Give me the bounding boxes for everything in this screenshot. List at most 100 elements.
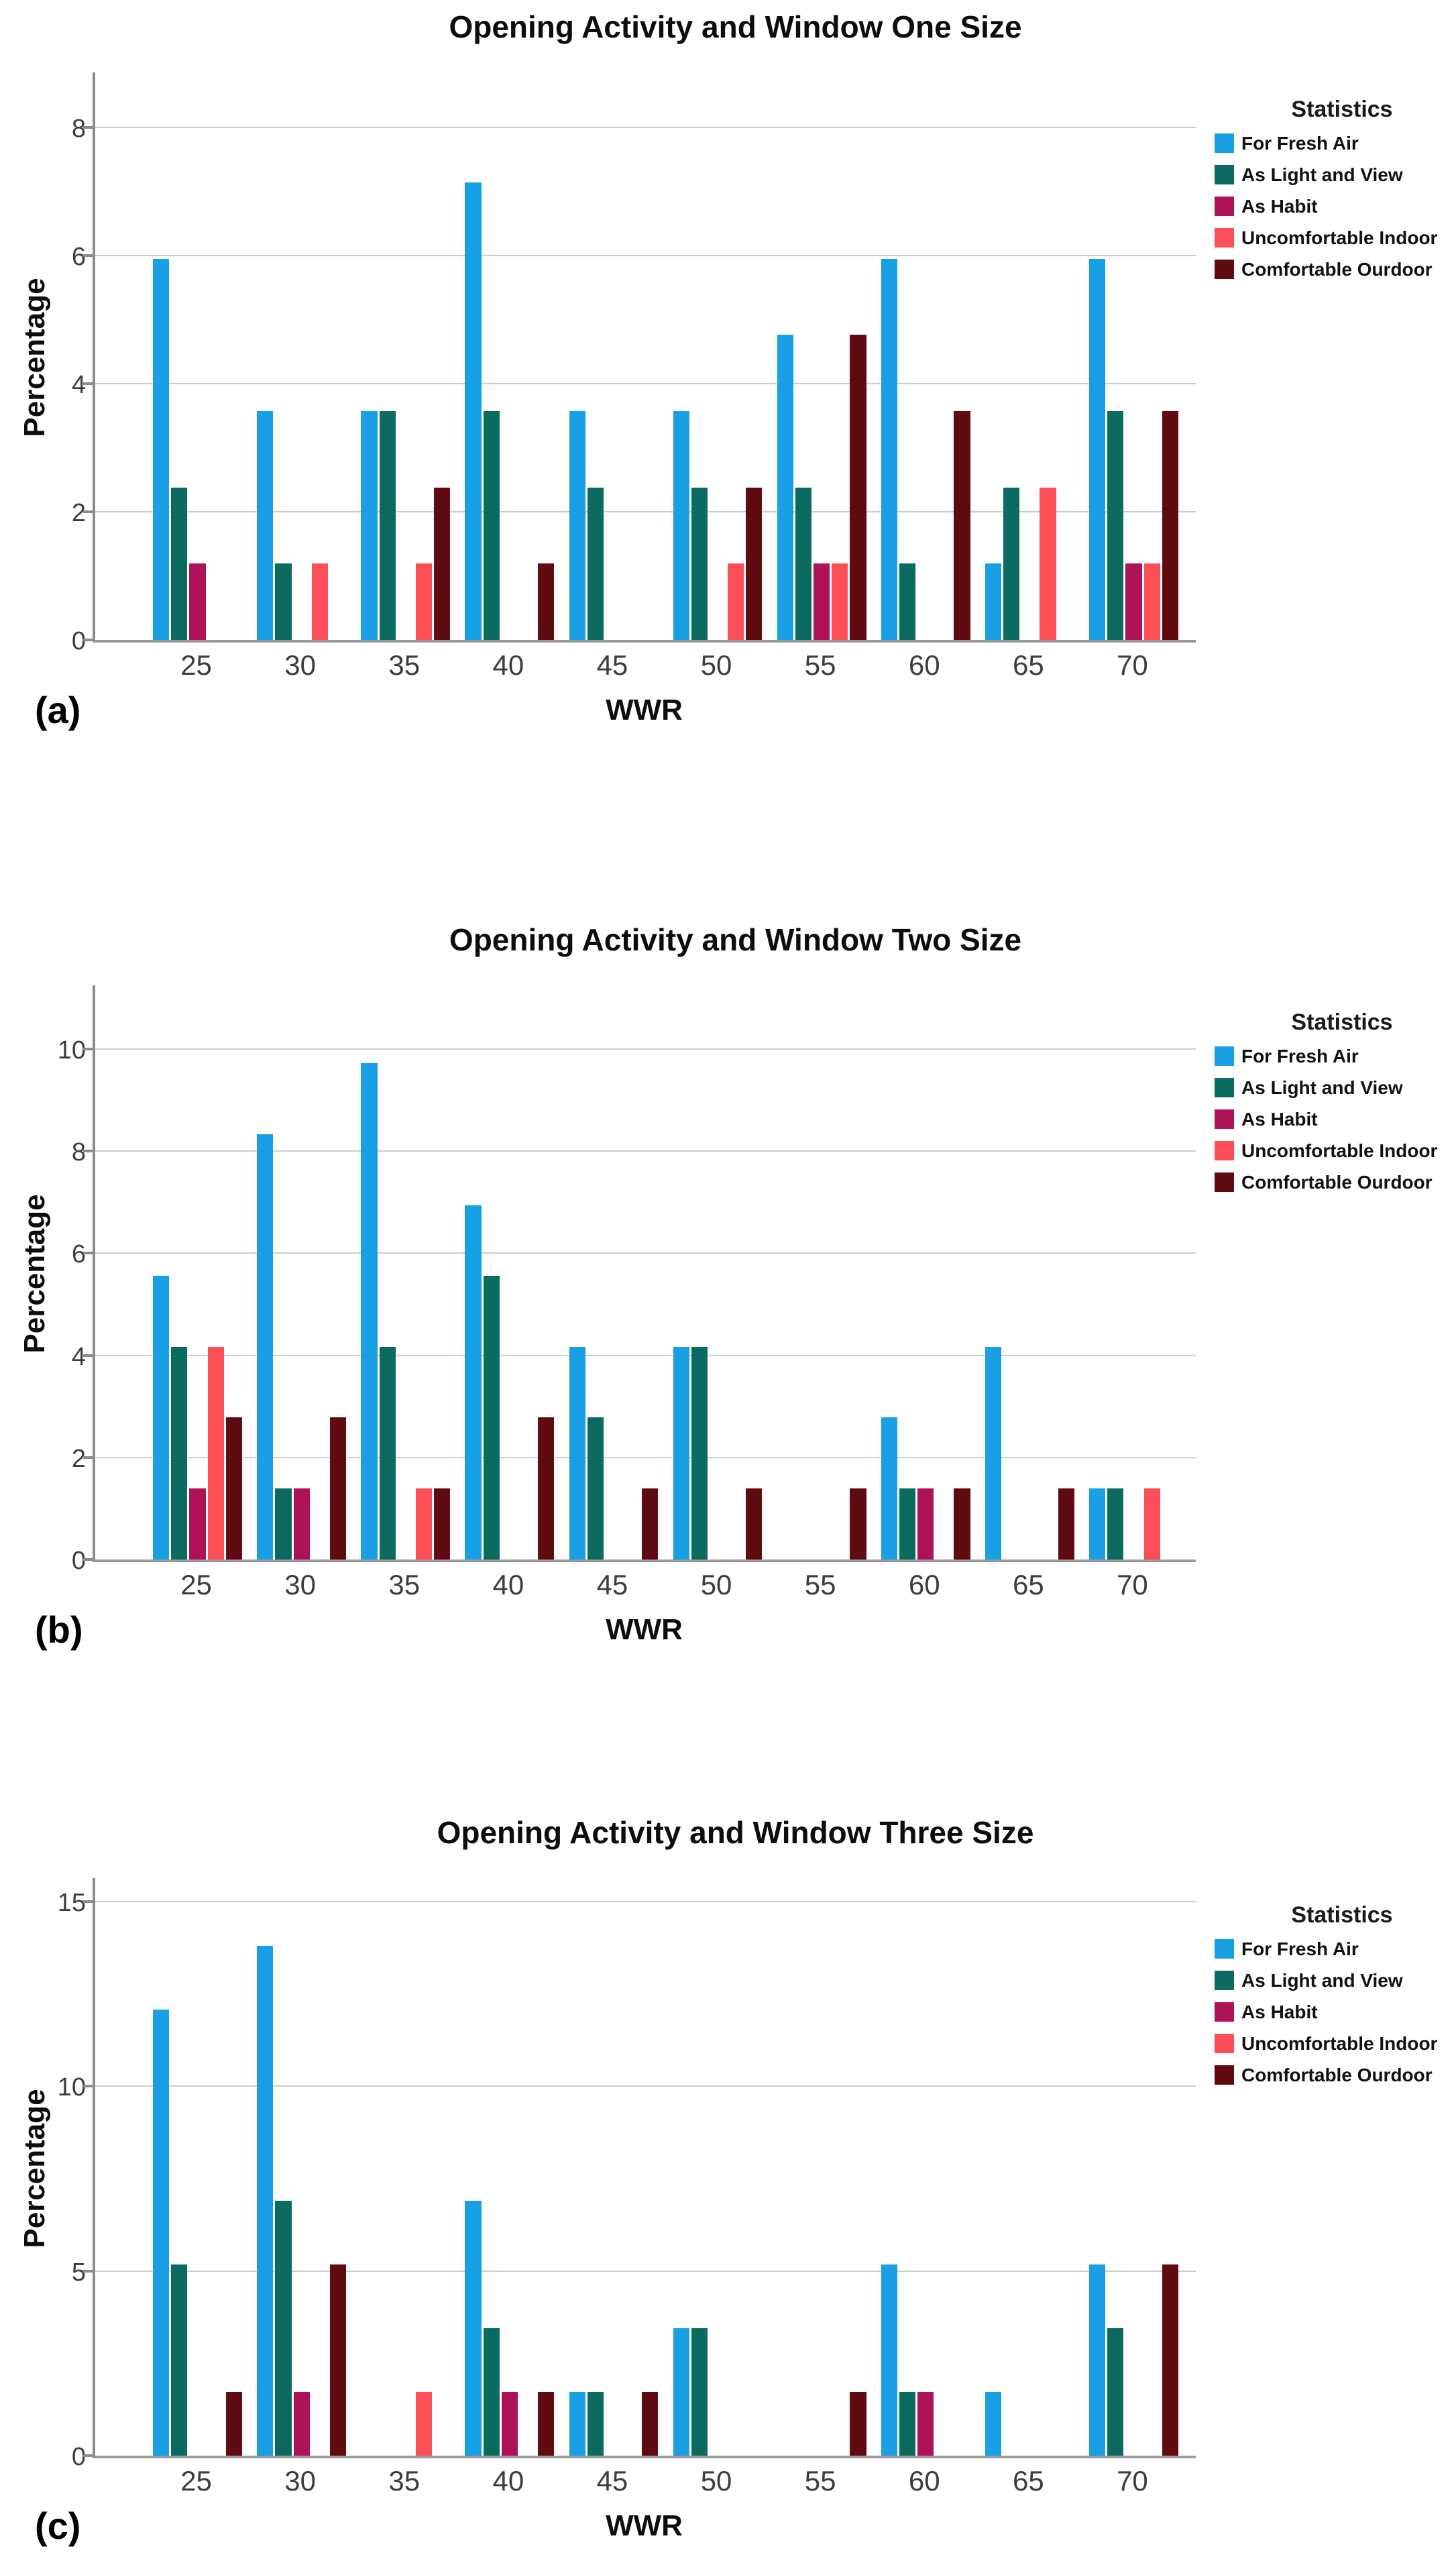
gridline-y-4 bbox=[95, 382, 1196, 384]
gridline-y-6 bbox=[95, 254, 1196, 256]
bar-70-uncomfortable-indoor bbox=[1143, 563, 1160, 640]
bar-35-uncomfortable-indoor bbox=[415, 563, 432, 640]
legend-item-comfortable-ourdoor: Comfortable Ourdoor bbox=[1215, 1172, 1456, 1192]
y-tick-label-0: 0 bbox=[71, 1547, 86, 1575]
y-tick-label-4: 4 bbox=[71, 370, 86, 399]
panel-label: (c) bbox=[35, 2505, 81, 2547]
plot-row: Percentage 0 5 10 15 25 30 35 40 45 50 55 60 65 70 (… bbox=[15, 1878, 1456, 2552]
bar-50-for-fresh-air bbox=[673, 2328, 689, 2456]
y-tick-label-5: 5 bbox=[71, 2258, 86, 2287]
legend-item-as-light-and-view: As Light and View bbox=[1215, 1971, 1456, 1990]
bar-35-uncomfortable-indoor bbox=[415, 2392, 432, 2456]
legend-label-for-fresh-air: For Fresh Air bbox=[1241, 1046, 1359, 1067]
legend-swatch-as-habit bbox=[1215, 197, 1234, 216]
legend-item-for-fresh-air: For Fresh Air bbox=[1215, 1046, 1456, 1066]
bar-25-as-light-and-view bbox=[171, 487, 188, 640]
legend-items: For Fresh Air As Light and View As Habit Un… bbox=[1215, 133, 1456, 279]
bar-30-as-light-and-view bbox=[275, 2200, 292, 2456]
bar-40-as-light-and-view bbox=[483, 2328, 500, 2456]
bar-70-comfortable-ourdoor bbox=[1162, 411, 1178, 640]
x-tick-label-65: 65 bbox=[1012, 1569, 1044, 1600]
legend-label-uncomfortable-indoor: Uncomfortable Indoor bbox=[1241, 227, 1438, 248]
bar-70-for-fresh-air bbox=[1089, 258, 1106, 640]
bar-55-comfortable-ourdoor bbox=[850, 335, 866, 640]
y-tick-label-10: 10 bbox=[57, 2073, 86, 2102]
legend-swatch-comfortable-ourdoor bbox=[1215, 1172, 1234, 1192]
legend-title: Statistics bbox=[1291, 1009, 1393, 1035]
bar-40-comfortable-ourdoor bbox=[538, 1417, 555, 1560]
bar-35-uncomfortable-indoor bbox=[415, 1488, 432, 1560]
plot-area bbox=[83, 1878, 1196, 2458]
legend-swatch-as-light-and-view bbox=[1215, 1971, 1234, 1990]
y-tick-label-15: 15 bbox=[57, 1888, 86, 1917]
bar-30-as-light-and-view bbox=[275, 563, 292, 640]
bar-60-as-light-and-view bbox=[899, 563, 916, 640]
bar-30-uncomfortable-indoor bbox=[311, 563, 328, 640]
bar-25-as-habit bbox=[189, 563, 206, 640]
bar-30-for-fresh-air bbox=[257, 1946, 274, 2456]
bar-65-comfortable-ourdoor bbox=[1058, 1488, 1074, 1560]
legend-item-as-light-and-view: As Light and View bbox=[1215, 1078, 1456, 1097]
bar-30-for-fresh-air bbox=[257, 411, 274, 640]
y-tick-mark-6 bbox=[83, 1252, 93, 1255]
legend-item-comfortable-ourdoor: Comfortable Ourdoor bbox=[1215, 2065, 1456, 2085]
gridline-y-10 bbox=[95, 1048, 1196, 1050]
plot-area bbox=[83, 985, 1196, 1562]
legend-item-as-light-and-view: As Light and View bbox=[1215, 165, 1456, 184]
bar-45-as-light-and-view bbox=[587, 2392, 604, 2456]
y-tick-mark-0 bbox=[83, 639, 93, 641]
bar-25-comfortable-ourdoor bbox=[225, 1417, 242, 1560]
legend-item-as-habit: As Habit bbox=[1215, 197, 1456, 216]
x-axis-tick-labels: 25 30 35 40 45 50 55 60 65 70 bbox=[93, 1569, 1196, 1604]
figure-panel-b: Opening Activity and Window Two Size Per… bbox=[0, 857, 1456, 1713]
y-tick-mark-4 bbox=[83, 1354, 93, 1357]
legend-swatch-as-habit bbox=[1215, 2002, 1234, 2022]
plot-row: Percentage 0 2 4 6 8 25 30 35 40 45 50 55 60 65 70 (a… bbox=[15, 72, 1456, 736]
legend: Statistics For Fresh Air As Light and Vie… bbox=[1215, 97, 1456, 291]
bar-40-comfortable-ourdoor bbox=[538, 2392, 555, 2456]
bar-60-comfortable-ourdoor bbox=[954, 1488, 970, 1560]
bar-65-for-fresh-air bbox=[985, 563, 1002, 640]
bar-25-comfortable-ourdoor bbox=[225, 2392, 242, 2456]
x-tick-label-60: 60 bbox=[908, 1569, 940, 1600]
x-tick-label-60: 60 bbox=[908, 649, 940, 681]
x-tick-label-35: 35 bbox=[388, 649, 421, 681]
legend-swatch-as-light-and-view bbox=[1215, 1078, 1234, 1097]
y-axis-label-area: Percentage bbox=[15, 985, 55, 1562]
bar-45-as-light-and-view bbox=[587, 1417, 604, 1560]
bar-40-as-light-and-view bbox=[483, 411, 500, 640]
y-axis-label: Percentage bbox=[18, 1194, 51, 1354]
x-tick-label-30: 30 bbox=[284, 649, 316, 681]
bar-30-comfortable-ourdoor bbox=[329, 2264, 346, 2456]
x-tick-label-40: 40 bbox=[492, 2465, 524, 2497]
bar-25-as-light-and-view bbox=[171, 1346, 188, 1560]
y-axis-tick-labels: 0 2 4 6 8 bbox=[55, 72, 93, 654]
bar-50-as-light-and-view bbox=[691, 1346, 708, 1560]
bar-35-for-fresh-air bbox=[361, 1063, 378, 1560]
bar-25-for-fresh-air bbox=[153, 2010, 170, 2456]
legend: Statistics For Fresh Air As Light and Vie… bbox=[1215, 1902, 1456, 2097]
legend-swatch-comfortable-ourdoor bbox=[1215, 260, 1234, 279]
bar-25-for-fresh-air bbox=[153, 258, 170, 640]
bar-55-comfortable-ourdoor bbox=[850, 1488, 866, 1560]
bar-30-comfortable-ourdoor bbox=[329, 1417, 346, 1560]
x-tick-label-70: 70 bbox=[1117, 2465, 1148, 2497]
bar-45-for-fresh-air bbox=[569, 2392, 585, 2456]
figure-panel-a: Opening Activity and Window One Size Per… bbox=[0, 0, 1456, 857]
plot-column: 25 30 35 40 45 50 55 60 65 70 (c) WWR bbox=[35, 1878, 1196, 2552]
chart-title: Opening Activity and Window Two Size bbox=[449, 922, 1022, 957]
legend-swatch-uncomfortable-indoor bbox=[1215, 1141, 1234, 1160]
x-tick-label-65: 65 bbox=[1012, 649, 1044, 681]
bar-65-uncomfortable-indoor bbox=[1040, 487, 1056, 640]
y-axis-tick-labels: 0 5 10 15 bbox=[55, 1878, 93, 2470]
legend-label-uncomfortable-indoor: Uncomfortable Indoor bbox=[1241, 1140, 1438, 1161]
bar-55-for-fresh-air bbox=[777, 335, 793, 640]
gridline-y-2 bbox=[95, 1456, 1196, 1458]
panel-label: (a) bbox=[35, 689, 81, 731]
x-tick-label-60: 60 bbox=[908, 2465, 940, 2497]
bar-50-for-fresh-air bbox=[673, 1346, 689, 1560]
bar-45-for-fresh-air bbox=[569, 1346, 585, 1560]
legend-item-for-fresh-air: For Fresh Air bbox=[1215, 133, 1456, 153]
y-axis-label-area: Percentage bbox=[15, 1878, 55, 2458]
legend-item-uncomfortable-indoor: Uncomfortable Indoor bbox=[1215, 228, 1456, 248]
